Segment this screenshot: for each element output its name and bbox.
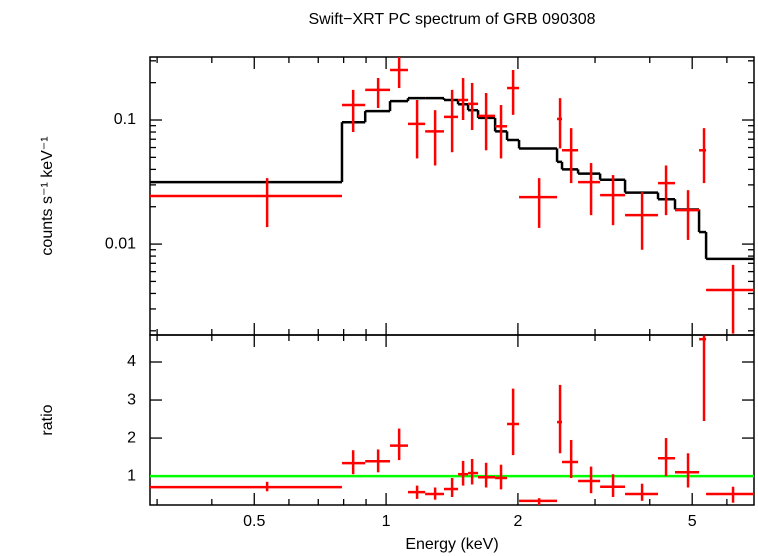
y-axis-label: ratio <box>39 404 56 435</box>
x-tick-label: 0.5 <box>243 513 265 530</box>
chart-title: Swift−XRT PC spectrum of GRB 090308 <box>308 11 595 28</box>
x-tick-label: 2 <box>513 513 522 530</box>
plot-frame <box>149 334 755 506</box>
y-tick-label: 0.01 <box>105 235 136 252</box>
y-tick-label: 3 <box>127 391 136 408</box>
y-tick-label: 2 <box>127 429 136 446</box>
y-tick-label: 4 <box>127 353 136 370</box>
y-tick-label: 0.1 <box>114 111 136 128</box>
y-tick-label: 1 <box>127 467 136 484</box>
x-tick-label: 1 <box>382 513 391 530</box>
y-axis-label: counts s⁻¹ keV⁻¹ <box>39 136 56 255</box>
x-tick-label: 5 <box>688 513 697 530</box>
x-axis-label: Energy (keV) <box>405 536 498 553</box>
